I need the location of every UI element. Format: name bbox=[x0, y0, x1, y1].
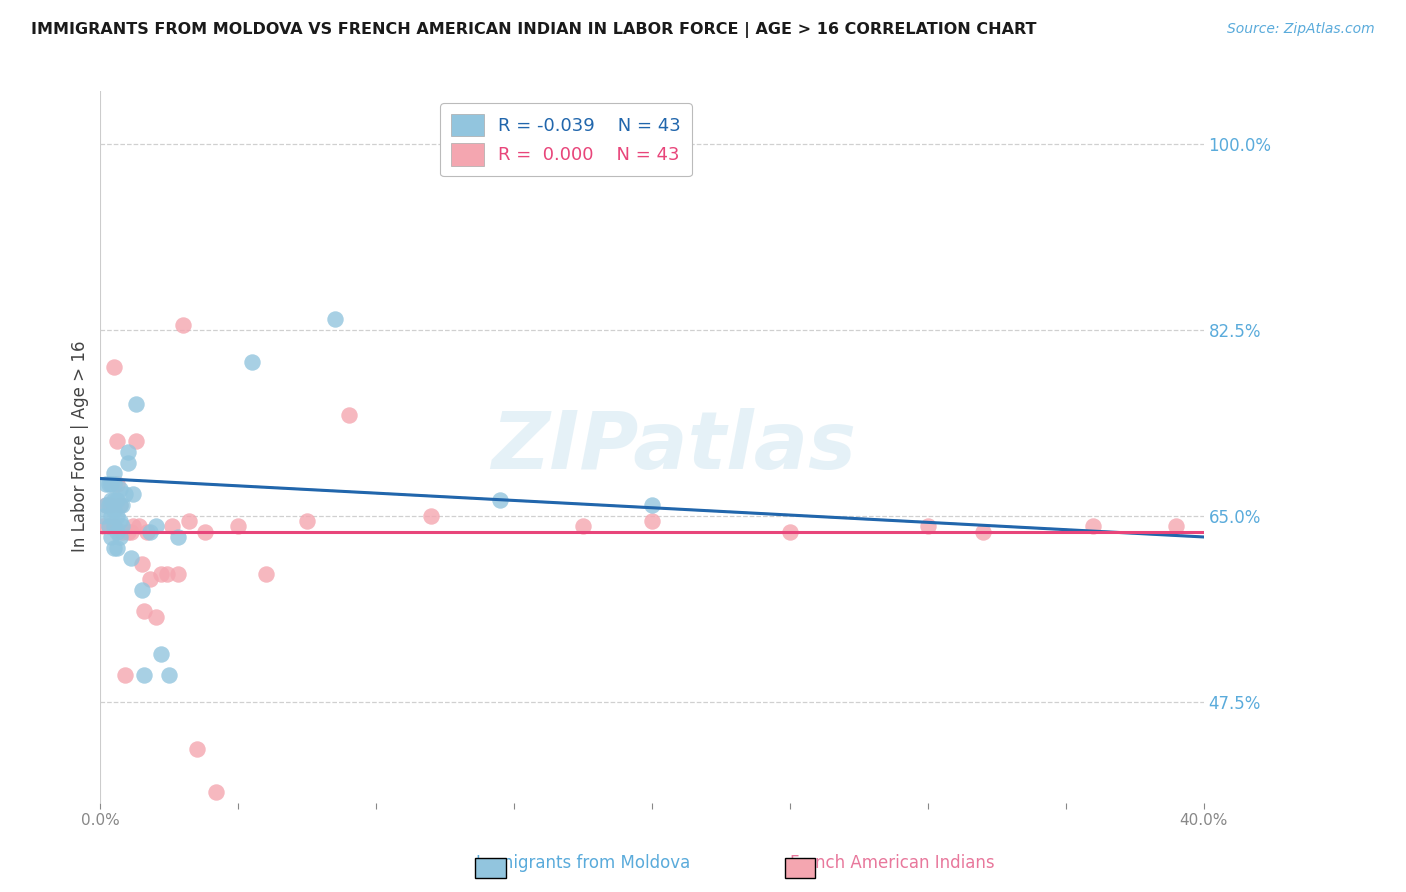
Point bbox=[155, 567, 177, 582]
Point bbox=[1083, 519, 1105, 533]
Point bbox=[503, 806, 526, 821]
Point bbox=[100, 476, 122, 491]
Point bbox=[103, 492, 125, 507]
Point bbox=[134, 668, 156, 682]
Point bbox=[172, 318, 194, 332]
Point bbox=[105, 434, 128, 449]
Point bbox=[177, 514, 200, 528]
Point bbox=[105, 524, 128, 539]
Point bbox=[103, 476, 125, 491]
Point bbox=[131, 557, 153, 571]
Point bbox=[131, 583, 153, 598]
Text: Source: ZipAtlas.com: Source: ZipAtlas.com bbox=[1227, 22, 1375, 37]
Point bbox=[111, 524, 134, 539]
Point bbox=[111, 519, 134, 533]
Point bbox=[100, 498, 122, 512]
Point bbox=[150, 567, 173, 582]
Point bbox=[160, 519, 183, 533]
Point bbox=[108, 498, 131, 512]
Point bbox=[105, 508, 128, 523]
Text: French American Indians: French American Indians bbox=[790, 855, 995, 872]
Point bbox=[337, 408, 360, 422]
Point bbox=[240, 354, 263, 368]
Point bbox=[917, 519, 939, 533]
Point bbox=[157, 668, 180, 682]
Text: IMMIGRANTS FROM MOLDOVA VS FRENCH AMERICAN INDIAN IN LABOR FORCE | AGE > 16 CORR: IMMIGRANTS FROM MOLDOVA VS FRENCH AMERIC… bbox=[31, 22, 1036, 38]
Point bbox=[103, 541, 125, 555]
Point bbox=[254, 567, 277, 582]
Point bbox=[205, 785, 228, 799]
Point bbox=[641, 498, 664, 512]
Point bbox=[186, 742, 208, 756]
Point bbox=[166, 567, 188, 582]
Point bbox=[779, 524, 801, 539]
Point bbox=[120, 524, 142, 539]
Point bbox=[134, 604, 156, 618]
Point bbox=[94, 476, 117, 491]
Point bbox=[117, 445, 139, 459]
Point bbox=[111, 498, 134, 512]
Point bbox=[128, 519, 150, 533]
Point bbox=[108, 482, 131, 496]
Text: Immigrants from Moldova: Immigrants from Moldova bbox=[477, 855, 690, 872]
Point bbox=[103, 519, 125, 533]
Point bbox=[100, 492, 122, 507]
Point bbox=[94, 498, 117, 512]
Point bbox=[103, 359, 125, 374]
Point bbox=[489, 492, 512, 507]
Point bbox=[125, 397, 148, 411]
Point bbox=[105, 541, 128, 555]
Point bbox=[125, 434, 148, 449]
Point bbox=[97, 519, 120, 533]
Point bbox=[572, 519, 595, 533]
Point bbox=[100, 508, 122, 523]
Text: ZIPatlas: ZIPatlas bbox=[492, 408, 856, 485]
Point bbox=[226, 519, 249, 533]
Point bbox=[103, 519, 125, 533]
Point bbox=[97, 498, 120, 512]
Point bbox=[145, 609, 167, 624]
Point bbox=[108, 514, 131, 528]
Point bbox=[139, 573, 162, 587]
Point bbox=[91, 519, 114, 533]
Point bbox=[122, 519, 145, 533]
Point bbox=[420, 508, 443, 523]
Point bbox=[108, 498, 131, 512]
Point bbox=[103, 503, 125, 517]
Point bbox=[97, 476, 120, 491]
Point bbox=[105, 476, 128, 491]
Point bbox=[972, 524, 994, 539]
Point bbox=[94, 498, 117, 512]
Y-axis label: In Labor Force | Age > 16: In Labor Force | Age > 16 bbox=[72, 341, 89, 552]
Point bbox=[323, 312, 346, 326]
Point bbox=[108, 530, 131, 544]
Point bbox=[105, 492, 128, 507]
Point bbox=[91, 508, 114, 523]
Point bbox=[641, 514, 664, 528]
Point bbox=[150, 647, 173, 661]
Point bbox=[139, 524, 162, 539]
Point bbox=[136, 524, 159, 539]
Point bbox=[166, 530, 188, 544]
Point bbox=[117, 524, 139, 539]
Point bbox=[103, 467, 125, 481]
Point bbox=[194, 524, 217, 539]
Point bbox=[297, 514, 319, 528]
Point bbox=[145, 519, 167, 533]
Point bbox=[114, 668, 136, 682]
Point bbox=[97, 519, 120, 533]
Point bbox=[100, 530, 122, 544]
Point bbox=[120, 551, 142, 566]
Point bbox=[117, 456, 139, 470]
Point bbox=[122, 487, 145, 501]
Point bbox=[114, 487, 136, 501]
Point bbox=[1164, 519, 1187, 533]
Legend: R = -0.039    N = 43, R =  0.000    N = 43: R = -0.039 N = 43, R = 0.000 N = 43 bbox=[440, 103, 692, 177]
